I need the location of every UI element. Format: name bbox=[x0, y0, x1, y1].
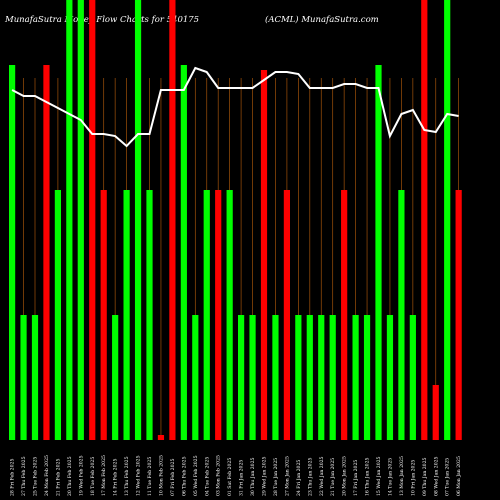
x-tick-label: 28 Tue Jan 2025 bbox=[273, 458, 279, 496]
x-tick-label: 21 Tue Jan 2025 bbox=[330, 458, 336, 496]
bar bbox=[100, 190, 107, 440]
bar bbox=[398, 190, 405, 440]
x-tick-label: 23 Thu Jan 2025 bbox=[307, 457, 313, 496]
x-tick-label: 24 Mon Feb 2025 bbox=[44, 455, 50, 496]
bar bbox=[238, 315, 245, 440]
x-tick-label: 08 Wed Jan 2025 bbox=[433, 456, 439, 496]
x-tick-label: 05 Wed Feb 2025 bbox=[193, 455, 199, 496]
bar bbox=[31, 315, 39, 440]
x-tick-label: 10 Mon Feb 2025 bbox=[158, 455, 164, 496]
bar bbox=[89, 0, 96, 440]
bar bbox=[363, 315, 371, 440]
bar bbox=[180, 65, 187, 440]
bar bbox=[134, 0, 142, 440]
bar bbox=[112, 315, 119, 440]
x-tick-label: 11 Tue Feb 2025 bbox=[147, 457, 153, 496]
bar bbox=[203, 190, 210, 440]
bar bbox=[283, 190, 290, 440]
site-label: (ACML) MunafaSutra.com bbox=[265, 14, 379, 25]
bar bbox=[386, 315, 394, 440]
bar bbox=[157, 435, 165, 440]
x-tick-label: 28 Fri Feb 2025 bbox=[10, 459, 16, 496]
x-tick-label: 04 Tue Feb 2025 bbox=[204, 457, 210, 496]
x-tick-label: 22 Wed Jan 2025 bbox=[319, 456, 325, 496]
bar bbox=[123, 190, 130, 440]
x-tick-label: 07 Tue Jan 2025 bbox=[445, 458, 451, 496]
chart-title: MunafaSutra Money Flow Charts for 540175 bbox=[4, 15, 199, 25]
bar bbox=[409, 315, 416, 440]
bar bbox=[77, 0, 84, 440]
bar bbox=[272, 315, 279, 440]
x-tick-labels: 28 Fri Feb 2025 27 Thu Feb 2025 25 Tue Feb… bbox=[10, 455, 463, 496]
bar bbox=[20, 315, 27, 440]
x-tick-label: 07 Fri Feb 2025 bbox=[170, 459, 176, 496]
x-tick-label: 20 Mon Jan 2025 bbox=[342, 456, 348, 496]
money-flow-series-line bbox=[11, 66, 459, 148]
bar bbox=[249, 315, 256, 440]
bar bbox=[432, 385, 439, 440]
x-tick-label: 30 Thu Jan 2025 bbox=[250, 457, 256, 496]
bars bbox=[9, 0, 462, 440]
x-tick-label: 31 Fri Jan 2025 bbox=[239, 460, 245, 496]
x-tick-label: 06 Thu Feb 2025 bbox=[181, 456, 187, 496]
bar bbox=[352, 315, 359, 440]
x-tick-label: 18 Tue Feb 2025 bbox=[90, 457, 96, 496]
bar bbox=[295, 315, 302, 440]
x-tick-label: 19 Wed Feb 2025 bbox=[78, 455, 84, 496]
bar bbox=[260, 70, 268, 440]
bar bbox=[341, 190, 348, 440]
x-tick-label: 16 Thu Jan 2025 bbox=[365, 457, 371, 496]
x-tick-label: 27 Thu Feb 2025 bbox=[21, 456, 27, 496]
bar bbox=[66, 0, 73, 440]
x-tick-label: 13 Mon Jan 2025 bbox=[399, 456, 405, 496]
x-tick-label: 14 Fri Feb 2025 bbox=[113, 459, 119, 496]
x-tick-label: 21 Fri Feb 2025 bbox=[55, 459, 61, 496]
x-tick-label: 13 Thu Feb 2025 bbox=[124, 456, 130, 496]
x-tick-label: 06 Mon Jan 2025 bbox=[456, 456, 462, 496]
x-tick-label: 17 Fri Jan 2025 bbox=[353, 460, 359, 496]
x-tick-label: 24 Fri Jan 2025 bbox=[296, 460, 302, 496]
bar bbox=[306, 315, 313, 440]
x-tick-label: 14 Tue Jan 2025 bbox=[387, 458, 393, 496]
money-flow-line bbox=[11, 66, 459, 148]
bar bbox=[54, 190, 61, 440]
x-tick-label: 09 Thu Jan 2025 bbox=[422, 457, 428, 496]
x-tick-label: 27 Mon Jan 2025 bbox=[284, 456, 290, 496]
x-tick-label: 25 Tue Feb 2025 bbox=[33, 457, 39, 496]
bar bbox=[192, 315, 199, 440]
x-tick-label: 10 Fri Jan 2025 bbox=[410, 460, 416, 496]
bar bbox=[421, 0, 428, 440]
x-tick-label: 20 Thu Feb 2025 bbox=[67, 456, 73, 496]
bar bbox=[215, 190, 222, 440]
bar bbox=[455, 190, 462, 440]
bar bbox=[444, 0, 451, 440]
bar bbox=[329, 315, 336, 440]
bar bbox=[43, 65, 50, 440]
bar bbox=[375, 65, 382, 440]
x-tick-label: 17 Mon Feb 2025 bbox=[101, 455, 107, 496]
x-tick-label: 12 Wed Feb 2025 bbox=[136, 455, 142, 496]
x-tick-label: 01 Sat Feb 2025 bbox=[227, 458, 233, 496]
bar bbox=[9, 65, 16, 440]
bar bbox=[226, 190, 233, 440]
x-tick-label: 03 Mon Feb 2025 bbox=[216, 455, 222, 496]
bar bbox=[169, 0, 176, 440]
bar bbox=[318, 315, 325, 440]
x-tick-label: 29 Wed Jan 2025 bbox=[262, 456, 268, 496]
x-tick-label: 15 Wed Jan 2025 bbox=[376, 456, 382, 496]
bar bbox=[146, 190, 153, 440]
